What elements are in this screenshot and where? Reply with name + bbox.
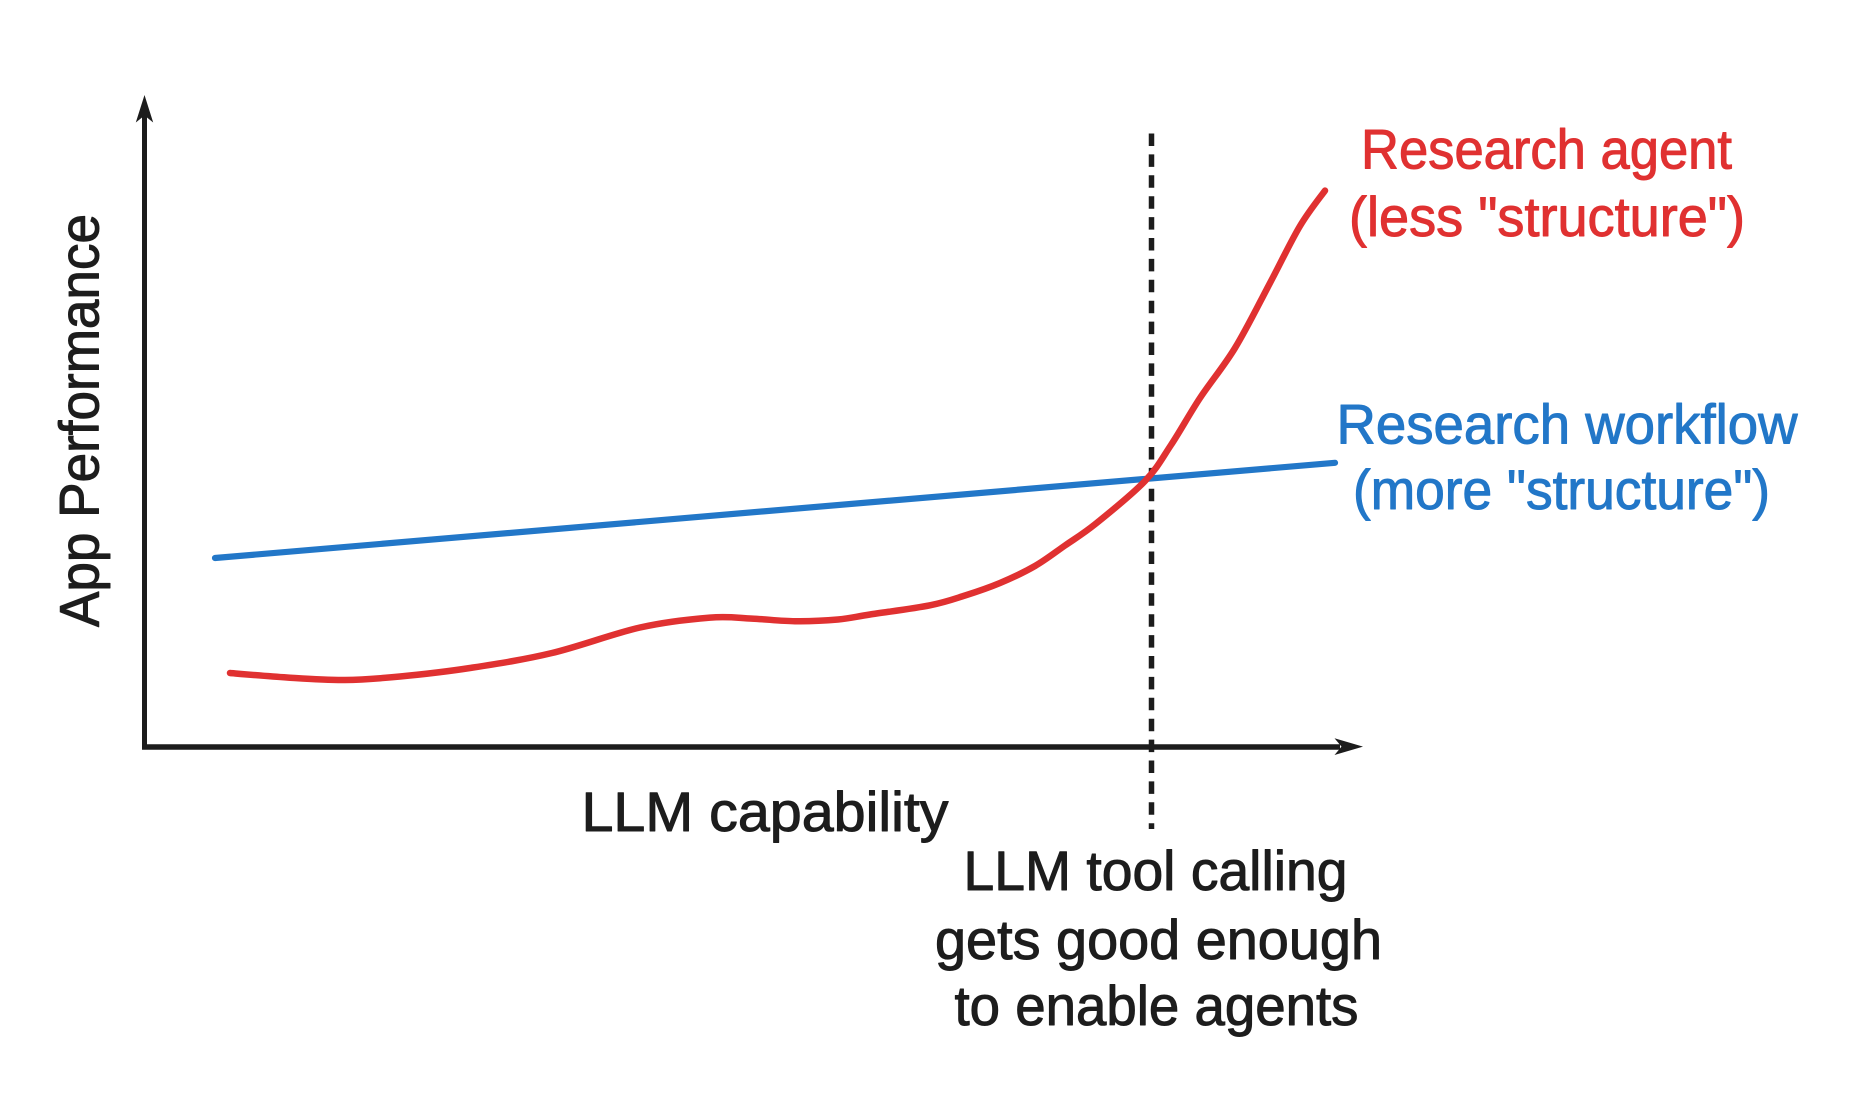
- svg-text:gets good enough: gets good enough: [935, 908, 1382, 971]
- svg-text:LLM capability: LLM capability: [582, 780, 949, 843]
- svg-text:(more "structure"): (more "structure"): [1353, 458, 1770, 521]
- svg-text:(less "structure"): (less "structure"): [1349, 185, 1745, 248]
- svg-text:Research workflow: Research workflow: [1337, 393, 1799, 456]
- svg-text:LLM tool calling: LLM tool calling: [964, 839, 1348, 902]
- svg-text:Research agent: Research agent: [1361, 118, 1732, 181]
- svg-text:App Performance: App Performance: [48, 214, 111, 627]
- svg-text:to enable agents: to enable agents: [955, 974, 1359, 1037]
